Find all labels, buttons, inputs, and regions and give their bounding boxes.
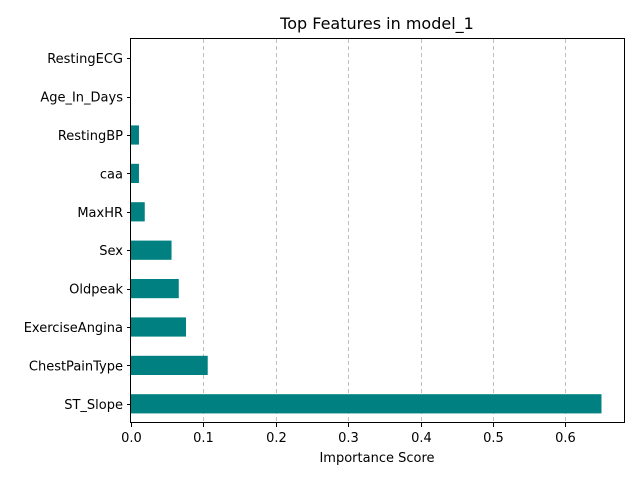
x-tick-label: 0.1 <box>193 431 214 446</box>
x-tick-label: 0.0 <box>121 431 142 446</box>
x-axis-ticks: 0.0 0.1 0.2 0.3 0.4 0.5 0.6 <box>121 423 576 446</box>
plot-frame <box>130 38 625 423</box>
y-tick-label: ST_Slope <box>64 398 123 413</box>
y-tick-label: Oldpeak <box>69 283 123 298</box>
grid-lines <box>203 39 566 423</box>
y-axis-ticks: ST_Slope ChestPainType ExerciseAngina Oldpe… <box>24 52 131 413</box>
bar <box>131 394 602 414</box>
bar <box>131 317 187 337</box>
bars <box>131 125 602 414</box>
y-tick-label: MaxHR <box>77 206 123 221</box>
y-tick-label: RestingBP <box>58 129 123 144</box>
y-tick-label: ExerciseAngina <box>24 321 123 336</box>
bar <box>131 125 139 145</box>
x-tick-label: 0.5 <box>483 431 504 446</box>
x-tick-label: 0.4 <box>411 431 432 446</box>
x-tick-label: 0.6 <box>555 431 576 446</box>
x-axis-label: Importance Score <box>319 451 434 466</box>
x-tick-label: 0.3 <box>338 431 359 446</box>
y-tick-label: Sex <box>99 244 123 259</box>
bar <box>131 202 145 222</box>
bar <box>131 163 139 183</box>
y-tick-label: ChestPainType <box>29 359 123 374</box>
y-tick-label: Age_In_Days <box>40 91 123 106</box>
y-tick-label: caa <box>100 167 123 182</box>
chart-title: Top Features in model_1 <box>279 14 474 34</box>
bar <box>131 279 179 299</box>
y-tick-label: RestingECG <box>47 52 123 67</box>
bar <box>131 240 172 260</box>
bar <box>131 355 208 375</box>
x-tick-label: 0.2 <box>266 431 287 446</box>
